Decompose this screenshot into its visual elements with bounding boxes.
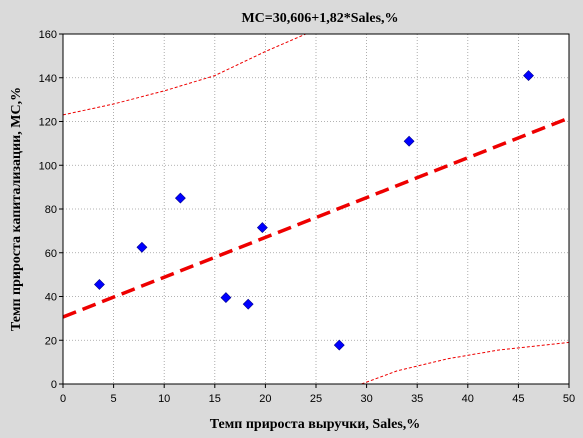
data-point bbox=[136, 241, 148, 253]
x-axis-title: Темп прироста выручки, Sales,% bbox=[210, 417, 421, 432]
data-point bbox=[256, 222, 268, 234]
x-tick-label: 25 bbox=[310, 393, 322, 405]
x-tick-label: 50 bbox=[563, 393, 575, 405]
y-axis-title: Темп прироста капитализации, MC,% bbox=[9, 87, 24, 331]
x-tick-label: 20 bbox=[259, 393, 271, 405]
chart-title: MC=30,606+1,82*Sales,% bbox=[241, 11, 398, 26]
x-tick-label: 15 bbox=[209, 393, 221, 405]
x-tick-label: 45 bbox=[512, 393, 524, 405]
x-tick-label: 35 bbox=[411, 393, 423, 405]
confidence-band bbox=[63, 34, 569, 384]
confidence-band-upper bbox=[63, 34, 308, 116]
y-tick-label: 40 bbox=[45, 292, 57, 304]
data-point bbox=[220, 292, 232, 304]
y-tick-label: 20 bbox=[45, 335, 57, 347]
y-tick-label: 80 bbox=[45, 204, 57, 216]
data-point bbox=[242, 298, 254, 310]
data-point bbox=[94, 279, 105, 290]
plot-border bbox=[62, 33, 570, 385]
tick-labels: 0 5 10 15 20 25 30 35 40 45 50 0 20 40 60 80 100 120 140 16… bbox=[39, 29, 575, 405]
y-tick-label: 160 bbox=[39, 29, 57, 41]
data-point bbox=[403, 135, 415, 147]
confidence-band-lower bbox=[361, 341, 569, 384]
x-tick-label: 30 bbox=[360, 393, 372, 405]
y-tick-label: 0 bbox=[51, 379, 57, 391]
data-point bbox=[333, 339, 345, 351]
data-point bbox=[174, 192, 186, 204]
x-tick-label: 40 bbox=[462, 393, 474, 405]
y-tick-label: 100 bbox=[39, 160, 57, 172]
x-tick-label: 5 bbox=[111, 393, 117, 405]
y-tick-label: 140 bbox=[39, 73, 57, 85]
x-tick-label: 0 bbox=[60, 393, 66, 405]
data-points bbox=[94, 70, 534, 351]
regression-line bbox=[63, 116, 569, 319]
x-tick-label: 10 bbox=[158, 393, 170, 405]
y-tick-label: 120 bbox=[39, 117, 57, 129]
data-point bbox=[523, 70, 534, 81]
regression-line-group bbox=[63, 116, 569, 319]
y-tick-label: 60 bbox=[45, 248, 57, 260]
